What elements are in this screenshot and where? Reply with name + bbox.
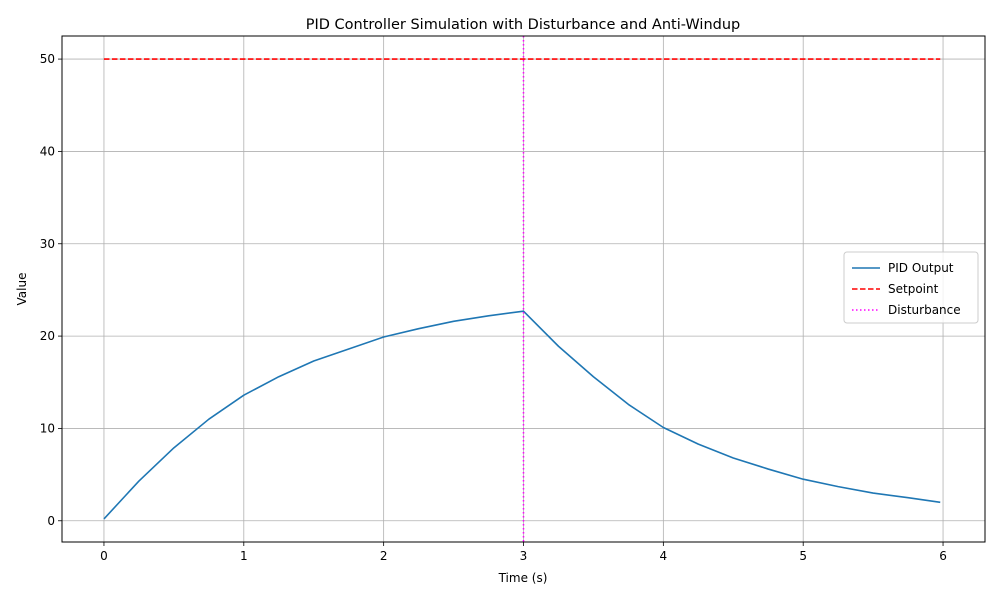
y-tick-label: 0 bbox=[47, 514, 55, 528]
x-tick-label: 1 bbox=[240, 549, 248, 563]
legend-box bbox=[843, 251, 979, 324]
plot-series bbox=[103, 36, 941, 542]
axis-ticks: 0 1 2 3 4 5 6 0 10 20 30 40 50 bbox=[40, 52, 947, 563]
chart-title: PID Controller Simulation with Disturban… bbox=[306, 17, 741, 33]
y-axis-label: Value bbox=[15, 273, 29, 306]
x-axis-label: Time (s) bbox=[498, 571, 548, 585]
y-tick-label: 10 bbox=[40, 421, 55, 435]
x-tick-label: 4 bbox=[660, 549, 668, 563]
legend: PID Output Setpoint Disturbance bbox=[843, 251, 979, 324]
legend-label-disturbance: Disturbance bbox=[888, 303, 961, 317]
y-tick-label: 40 bbox=[40, 144, 55, 158]
legend-label-pid-output: PID Output bbox=[888, 261, 954, 275]
x-tick-label: 0 bbox=[100, 549, 108, 563]
x-tick-label: 6 bbox=[939, 549, 947, 563]
y-tick-label: 20 bbox=[40, 329, 55, 343]
y-tick-label: 50 bbox=[40, 52, 55, 66]
x-tick-label: 2 bbox=[380, 549, 388, 563]
legend-label-setpoint: Setpoint bbox=[888, 282, 939, 296]
x-tick-label: 5 bbox=[799, 549, 807, 563]
y-tick-label: 30 bbox=[40, 237, 55, 251]
series-line-pid-output bbox=[103, 310, 941, 520]
x-tick-label: 3 bbox=[520, 549, 528, 563]
